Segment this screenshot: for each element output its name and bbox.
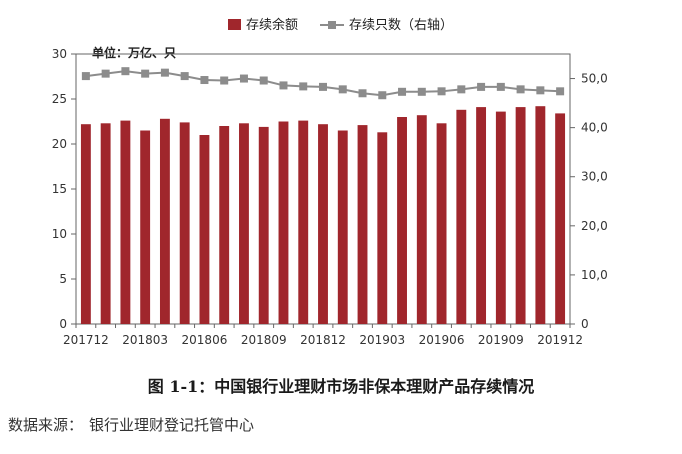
line-point [338,85,347,94]
legend-bar-swatch [228,19,241,30]
legend-line-marker [328,21,336,29]
bar [476,107,487,324]
bar [80,124,91,324]
bar [377,132,388,324]
bar [219,126,230,324]
line-point [81,72,90,81]
bar [120,120,131,324]
bar [337,130,348,324]
bar [535,106,546,324]
y-right-tick-label: 20,0 [581,219,608,233]
y-left-tick-label: 30 [52,47,67,61]
x-tick-label: 201909 [478,333,524,347]
x-tick-label: 201806 [182,333,228,347]
bar [199,135,210,324]
legend: 存续余额 存续只数（右轴） [228,17,453,33]
source-label: 数据来源： [8,416,84,434]
y-left-axis: 0 5 10 15 20 25 30 [52,47,76,331]
line-point [220,76,229,85]
bar-series [80,106,566,325]
bar [318,124,328,324]
line-point [121,67,130,76]
bar [436,123,447,324]
line-point [141,69,150,78]
line-point [437,87,446,96]
y-right-tick-label: 30,0 [581,170,608,184]
bar [258,126,269,325]
bar [555,113,566,325]
line-point [398,87,407,96]
line-point [496,82,505,91]
line-point [160,68,169,77]
x-tick-label: 201803 [122,333,168,347]
line-point [200,76,209,85]
x-tick-label: 201812 [300,333,346,347]
x-tick-label: 201912 [537,333,583,347]
line-point [417,87,426,96]
x-tick-label: 201712 [63,333,109,347]
bar [159,118,170,324]
bar [140,130,151,324]
line-point [516,85,525,94]
bar [239,123,249,324]
chart: 存续余额 存续只数（右轴） 单位：万亿、只 0 5 10 15 20 25 30 0 10,0… [52,17,608,347]
line-point [279,81,288,90]
bar [357,125,368,324]
line-series [81,67,565,100]
line-point [457,85,466,94]
line-point [259,76,268,85]
y-left-tick-label: 5 [59,272,67,286]
legend-line-label: 存续只数（右轴） [349,18,453,33]
y-left-tick-label: 0 [59,317,67,331]
y-left-tick-label: 20 [52,137,67,151]
y-right-tick-label: 0 [581,317,589,331]
source-text: 银行业理财登记托管中心 [89,416,255,434]
bar [456,109,467,324]
bar [298,120,309,324]
y-left-tick-label: 25 [52,92,67,106]
line-point [536,86,545,95]
bar [515,107,526,324]
bar [416,115,427,324]
y-right-tick-label: 50,0 [581,72,608,86]
bar [278,121,289,324]
x-tick-label: 201809 [241,333,287,347]
figure-caption: 图 1-1：中国银行业理财市场非保本理财产品存续情况 [147,377,535,396]
line-point [378,91,387,100]
line-point [477,82,486,91]
unit-note: 单位：万亿、只 [92,45,176,60]
x-tick-label: 201903 [359,333,405,347]
line-point [180,72,189,81]
line-point [358,89,367,98]
line-point [299,82,308,91]
bar [100,123,111,324]
y-left-tick-label: 15 [52,182,67,196]
y-right-tick-label: 40,0 [581,121,608,135]
y-left-tick-label: 10 [52,227,67,241]
bar [397,117,407,324]
y-right-axis: 0 10,0 20,0 30,0 40,0 50,0 [570,72,608,331]
line-point [101,69,110,78]
y-right-tick-label: 10,0 [581,268,608,282]
legend-bar-label: 存续余额 [246,17,298,33]
line-point [319,82,327,91]
line-point [556,87,565,96]
x-axis: 201712 201803 201806 201809 201812 201903 2019… [63,324,583,347]
bar [179,122,190,325]
bar [495,111,506,324]
source-note: 数据来源： 银行业理财登记托管中心 [8,414,260,435]
line-point [239,74,248,83]
x-tick-label: 201906 [419,333,465,347]
